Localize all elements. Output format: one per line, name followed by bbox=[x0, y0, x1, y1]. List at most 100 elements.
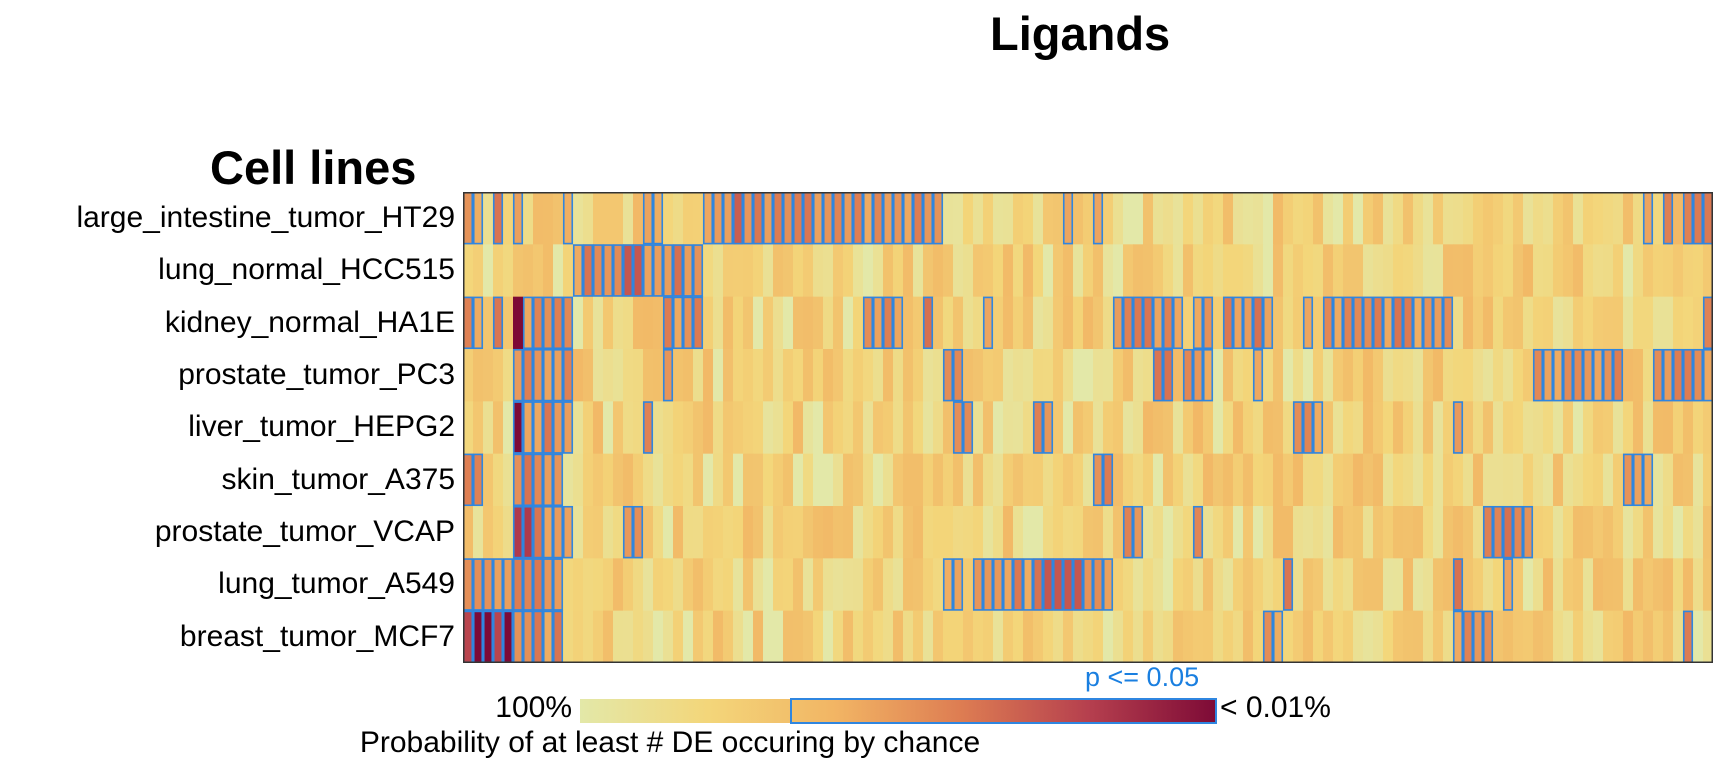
heatmap-cell bbox=[1483, 610, 1494, 663]
heatmap-cell bbox=[1363, 244, 1374, 298]
heatmap-cell bbox=[553, 558, 564, 612]
heatmap-cell bbox=[1293, 349, 1304, 402]
heatmap-cell bbox=[1383, 506, 1394, 559]
heatmap-cell bbox=[623, 506, 634, 559]
heatmap-cell bbox=[1133, 401, 1144, 455]
heatmap-cell bbox=[1363, 506, 1374, 559]
heatmap-cell bbox=[1403, 244, 1414, 298]
heatmap-cell bbox=[1703, 349, 1713, 402]
heatmap-cell bbox=[693, 296, 704, 350]
heatmap-cell bbox=[1373, 506, 1384, 559]
heatmap-cell bbox=[1663, 401, 1674, 455]
heatmap-cell bbox=[713, 244, 724, 298]
heatmap-cell bbox=[503, 244, 514, 298]
heatmap-cell bbox=[1123, 558, 1134, 612]
significant-cell-outline bbox=[1662, 348, 1674, 402]
heatmap-cell bbox=[1523, 506, 1534, 559]
significant-cell-outline bbox=[1442, 296, 1454, 350]
heatmap-cell bbox=[1013, 244, 1024, 298]
significant-cell-outline bbox=[642, 244, 654, 297]
significant-cell-outline bbox=[1122, 296, 1134, 350]
heatmap-cell bbox=[1153, 296, 1164, 350]
heatmap-cell bbox=[1033, 558, 1044, 612]
heatmap-cell bbox=[503, 610, 514, 663]
heatmap-cell bbox=[733, 558, 744, 612]
heatmap-cell bbox=[1433, 610, 1444, 663]
heatmap-cell bbox=[703, 244, 714, 298]
heatmap-cell bbox=[1163, 244, 1174, 298]
heatmap-cell bbox=[623, 401, 634, 455]
heatmap-cell bbox=[1423, 192, 1434, 245]
heatmap-cell bbox=[1243, 558, 1254, 612]
heatmap-cell bbox=[613, 349, 624, 402]
heatmap-cell bbox=[463, 349, 474, 402]
heatmap-cell bbox=[1313, 349, 1324, 402]
heatmap-cell bbox=[653, 558, 664, 612]
heatmap-cell bbox=[723, 244, 734, 298]
heatmap-cell bbox=[1703, 296, 1713, 350]
heatmap-cell bbox=[1563, 610, 1574, 663]
heatmap-cell bbox=[1573, 244, 1584, 298]
significant-cell-outline bbox=[692, 296, 704, 350]
heatmap-cell bbox=[1433, 506, 1444, 559]
significant-cell-outline bbox=[1362, 296, 1374, 350]
heatmap-frame bbox=[463, 192, 1713, 663]
heatmap-cell bbox=[1633, 401, 1644, 455]
heatmap-cell bbox=[1073, 558, 1084, 612]
heatmap-cell bbox=[753, 401, 764, 455]
heatmap-cell bbox=[1223, 296, 1234, 350]
heatmap-cell bbox=[703, 506, 714, 559]
heatmap-cell bbox=[1203, 506, 1214, 559]
heatmap-cell bbox=[1623, 506, 1634, 559]
heatmap-cell bbox=[1383, 453, 1394, 507]
heatmap-cell bbox=[923, 349, 934, 402]
row-label: prostate_tumor_PC3 bbox=[178, 358, 455, 391]
heatmap-cell bbox=[1213, 610, 1224, 663]
heatmap-cell bbox=[1413, 453, 1424, 507]
heatmap-cell bbox=[773, 610, 784, 663]
heatmap-cell bbox=[903, 192, 914, 245]
heatmap-cell bbox=[953, 244, 964, 298]
heatmap-cell bbox=[723, 453, 734, 507]
heatmap-cell bbox=[853, 192, 864, 245]
heatmap-cell bbox=[1553, 558, 1564, 612]
heatmap-cell bbox=[1333, 296, 1344, 350]
heatmap-cell bbox=[1533, 296, 1544, 350]
heatmap-cell bbox=[1453, 401, 1464, 455]
heatmap-cell bbox=[1473, 296, 1484, 350]
significant-cell-outline bbox=[1572, 348, 1584, 402]
heatmap-cell bbox=[1163, 192, 1174, 245]
heatmap-cell bbox=[1403, 296, 1414, 350]
heatmap-cell bbox=[513, 401, 524, 455]
heatmap-cell bbox=[833, 453, 844, 507]
heatmap-cell bbox=[623, 558, 634, 612]
heatmap-cell bbox=[823, 296, 834, 350]
significant-cell-outline bbox=[1152, 348, 1164, 402]
heatmap-cell bbox=[543, 453, 554, 507]
heatmap-cell bbox=[763, 610, 774, 663]
heatmap-cell bbox=[813, 401, 824, 455]
heatmap-cell bbox=[523, 558, 534, 612]
heatmap-cell bbox=[1253, 610, 1264, 663]
heatmap-cell bbox=[1163, 453, 1174, 507]
heatmap-cell bbox=[1573, 192, 1584, 245]
heatmap-cell bbox=[1153, 558, 1164, 612]
row-label: breast_tumor_MCF7 bbox=[179, 619, 455, 653]
heatmap-cell bbox=[1273, 453, 1284, 507]
heatmap-cell bbox=[773, 192, 784, 245]
significant-cell-outline bbox=[632, 244, 644, 297]
significant-cell-outline bbox=[1022, 558, 1034, 611]
heatmap-cell bbox=[893, 558, 904, 612]
heatmap-cell bbox=[1313, 244, 1324, 298]
heatmap-cell bbox=[1113, 349, 1124, 402]
heatmap-cell bbox=[1233, 349, 1244, 402]
heatmap-cell bbox=[1263, 192, 1274, 245]
heatmap-cell bbox=[1553, 401, 1564, 455]
heatmap-cell bbox=[1243, 244, 1254, 298]
heatmap-cell bbox=[1003, 349, 1014, 402]
heatmap-cell bbox=[1103, 296, 1114, 350]
heatmap-cell bbox=[843, 349, 854, 402]
heatmap-cell bbox=[1173, 296, 1184, 350]
heatmap-cell bbox=[1283, 401, 1294, 455]
heatmap-cell bbox=[923, 506, 934, 559]
